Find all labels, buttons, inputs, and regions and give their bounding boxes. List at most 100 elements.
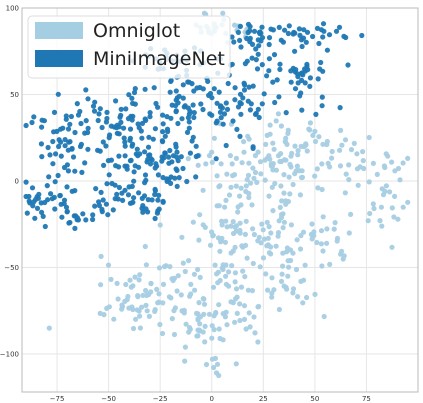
data-point (243, 326, 249, 332)
data-point (252, 330, 258, 336)
data-point (130, 283, 136, 289)
data-point (223, 100, 229, 106)
data-point (144, 308, 150, 314)
data-point (270, 140, 276, 146)
data-point (216, 184, 222, 190)
data-point (174, 149, 180, 155)
data-point (144, 292, 150, 298)
data-point (355, 182, 361, 188)
data-point (214, 100, 220, 106)
data-point (211, 364, 217, 371)
data-point (24, 210, 30, 216)
data-point (346, 177, 352, 183)
data-point (319, 103, 325, 109)
data-point (400, 160, 406, 166)
data-point (137, 313, 143, 319)
legend: Omniglot MiniImageNet (27, 15, 231, 79)
data-point (160, 129, 166, 135)
data-point (127, 137, 133, 143)
data-point (247, 28, 253, 34)
data-point (357, 164, 363, 170)
data-point (251, 175, 257, 181)
data-point (195, 266, 201, 273)
data-point (310, 33, 316, 40)
data-point (320, 34, 326, 40)
data-point (178, 154, 184, 160)
data-point (400, 204, 406, 210)
data-point (237, 227, 243, 233)
data-point (182, 268, 188, 275)
data-point (297, 93, 303, 99)
data-point (279, 198, 285, 204)
data-point (105, 212, 111, 218)
data-point (331, 226, 337, 232)
data-point (50, 161, 56, 167)
data-point (240, 268, 246, 274)
data-point (212, 262, 218, 268)
data-point (137, 151, 143, 157)
data-point (251, 28, 258, 34)
data-point (167, 264, 173, 270)
data-point (46, 174, 52, 180)
data-point (90, 103, 97, 109)
data-point (287, 161, 293, 167)
data-point (53, 151, 59, 157)
data-point (297, 32, 303, 39)
data-point (354, 151, 360, 157)
data-point (290, 286, 297, 292)
data-point (69, 188, 75, 194)
data-point (106, 135, 112, 141)
data-point (260, 227, 266, 233)
data-point (98, 253, 104, 259)
data-point (391, 214, 397, 220)
data-point (304, 61, 310, 67)
data-point (298, 278, 304, 284)
data-point (257, 159, 264, 165)
data-point (85, 146, 91, 152)
data-point (147, 114, 153, 120)
data-point (267, 122, 273, 128)
data-point (122, 139, 128, 145)
data-point (312, 128, 318, 134)
data-point (203, 361, 210, 368)
data-point (252, 111, 259, 117)
data-point (320, 248, 326, 254)
data-point (247, 324, 253, 330)
data-point (397, 177, 403, 183)
data-point (64, 208, 70, 215)
data-point (312, 138, 319, 145)
data-point (49, 196, 55, 202)
data-point (139, 135, 145, 141)
data-point (277, 158, 283, 165)
data-point (121, 135, 127, 141)
data-point (319, 94, 325, 100)
data-point (216, 89, 222, 95)
data-point (238, 284, 245, 290)
data-point (294, 71, 300, 77)
data-point (63, 113, 69, 119)
data-point (319, 161, 325, 167)
data-point (70, 154, 77, 160)
data-point (139, 195, 145, 201)
x-tick-label: −75 (50, 395, 65, 403)
data-point (202, 339, 208, 345)
data-point (173, 166, 179, 172)
data-point (176, 93, 182, 99)
data-point (275, 111, 281, 117)
data-point (148, 280, 154, 287)
data-point (365, 218, 371, 224)
data-point (129, 200, 135, 206)
data-point (235, 209, 241, 215)
data-point (334, 238, 340, 244)
data-point (274, 77, 280, 83)
data-point (183, 321, 189, 327)
data-point (186, 125, 192, 131)
data-point (285, 30, 291, 37)
data-point (315, 185, 321, 191)
data-point (297, 192, 303, 198)
data-point (114, 125, 120, 131)
data-point (126, 92, 132, 98)
data-point (241, 139, 247, 145)
data-point (250, 165, 256, 171)
data-point (92, 203, 98, 209)
